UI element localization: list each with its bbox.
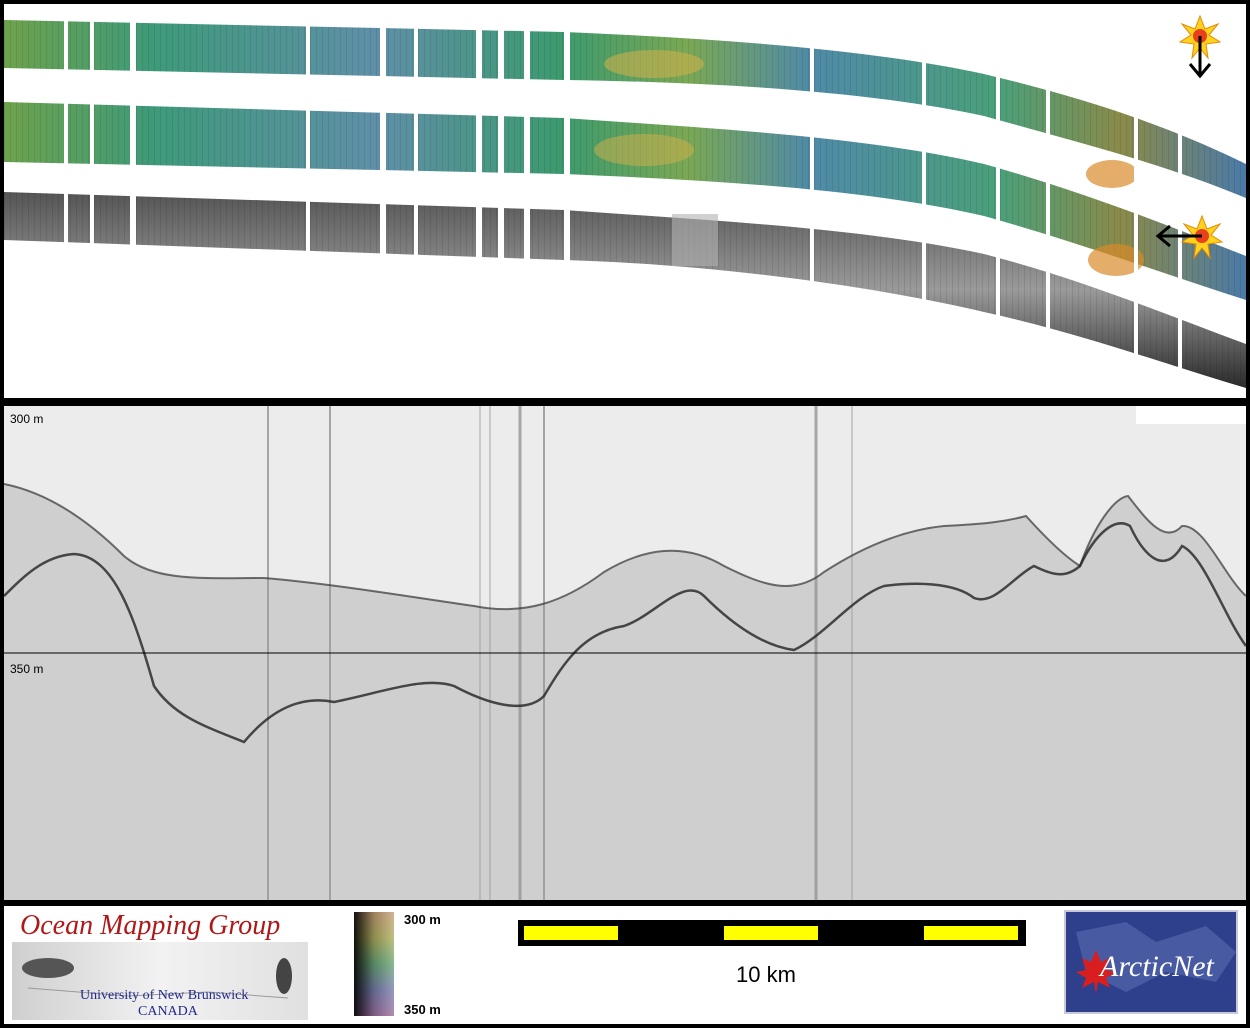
subbottom-profile: [4, 406, 1246, 900]
arcticnet-text: ArcticNet: [1100, 950, 1214, 983]
omg-logo-graphic: [12, 942, 308, 1020]
arcticnet-map-graphic: [1076, 922, 1236, 994]
colorbar-top-label: 300 m: [404, 912, 441, 927]
omg-country: CANADA: [138, 1004, 198, 1019]
depth-label-300: 300 m: [10, 412, 44, 426]
omg-university: University of New Brunswick: [80, 988, 249, 1003]
swath-map-panel: [4, 4, 1246, 398]
arrow-left-icon: [1155, 224, 1202, 248]
maple-leaf-icon: [1076, 950, 1116, 994]
arcticnet-logo: ArcticNet: [1064, 910, 1238, 1014]
omg-title: Ocean Mapping Group: [20, 910, 281, 941]
depth-label-350: 350 m: [10, 662, 44, 676]
arrow-down-icon: [1188, 36, 1212, 79]
scale-label: 10 km: [736, 962, 796, 987]
sidescan-swath: [4, 192, 1246, 388]
legend-panel: Ocean Mapping Group University of New Br…: [4, 906, 1246, 1024]
depth-colorbar: [354, 912, 394, 1016]
scale-bar: [518, 920, 1026, 946]
subbottom-profile-panel: 300 m 350 m: [4, 406, 1246, 900]
bathymetry-swath-top: [4, 20, 1246, 198]
colorbar-bottom-label: 350 m: [404, 1002, 441, 1017]
swath-map: [4, 14, 1246, 388]
omg-logo: Ocean Mapping Group University of New Br…: [8, 906, 312, 1022]
bathymetry-swath-middle: [4, 102, 1246, 300]
